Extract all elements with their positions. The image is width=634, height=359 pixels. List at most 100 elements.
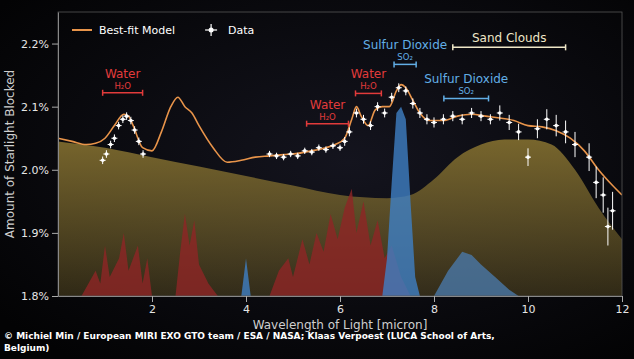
y-tick-label: 2.2% [21, 38, 49, 51]
y-tick: 2.2% [21, 38, 58, 51]
x-axis: 2 4 6 8 10 12 [59, 296, 630, 316]
annotation-cap [306, 121, 308, 127]
annotation-label: Sand Clouds [472, 31, 547, 45]
data-point [343, 140, 347, 144]
data-point [317, 146, 321, 150]
y-axis-line [58, 13, 59, 297]
x-tick: 4 [243, 296, 250, 316]
data-point [129, 119, 133, 123]
x-tick-label: 4 [243, 303, 250, 316]
data-point [310, 150, 314, 154]
data-point [517, 130, 521, 134]
annotation-bracket [356, 93, 382, 95]
plot-area [58, 83, 622, 296]
y-tick-mark [52, 44, 58, 45]
data-point [526, 155, 530, 159]
data-point [554, 124, 558, 128]
data-point [451, 114, 455, 118]
annotation-bracket [453, 47, 566, 49]
data-point [121, 117, 125, 121]
data-point [442, 117, 446, 121]
credit: © Michiel Min / European MIRI EXO GTO te… [4, 331, 495, 353]
data-point [268, 152, 272, 156]
data-point [489, 117, 493, 121]
data-point [411, 102, 415, 106]
data-point [587, 155, 591, 159]
data-point [611, 209, 615, 213]
annotation-bracket [444, 98, 489, 100]
data-point [137, 140, 141, 144]
chart-svg: 1.8%1.9%2.0%2.1%2.2%24681012Wavelength o… [0, 0, 634, 359]
y-axis: 1.8%1.9%2.0%2.1%2.2% [21, 13, 58, 304]
x-tick-label: 12 [616, 303, 630, 316]
annotations: H₂OWaterH₂OWaterH₂OWaterSO₂Sulfur Dioxid… [103, 31, 566, 126]
x-tick-label: 6 [337, 303, 344, 316]
x-tick-mark [622, 296, 623, 302]
data-point [404, 89, 408, 93]
data-point [418, 111, 422, 115]
data-point [432, 121, 436, 125]
x-tick: 8 [431, 296, 438, 316]
background [0, 0, 634, 359]
data-point [601, 193, 605, 197]
data-point [507, 121, 511, 125]
credit-line: © Michiel Min / European MIRI EXO GTO te… [4, 331, 495, 341]
y-tick-label: 2.0% [21, 164, 49, 177]
data-point [498, 111, 502, 115]
y-tick: 1.9% [21, 227, 58, 240]
data-point [117, 124, 121, 128]
annotation-cap [565, 44, 567, 50]
x-tick-mark [340, 296, 341, 302]
x-tick-mark [528, 296, 529, 302]
data-point [362, 117, 366, 121]
data-point [105, 152, 109, 156]
data-point [470, 111, 474, 115]
y-tick: 2.0% [21, 164, 58, 177]
data-points [100, 83, 616, 245]
data-point [376, 105, 380, 109]
annotation-label: Water [105, 67, 141, 81]
annotation-label: Water [310, 98, 346, 112]
data-point [101, 159, 105, 163]
legend-item: Data [205, 24, 254, 37]
x-tick: 12 [616, 296, 630, 316]
plot-frame [58, 12, 622, 296]
data-point [545, 117, 549, 121]
data-point [606, 225, 610, 229]
legend-label: Data [228, 24, 254, 37]
data-point [564, 130, 568, 134]
annotation-formula: SO₂ [458, 86, 474, 96]
legend-label: Best-fit Model [99, 24, 175, 37]
x-tick: 10 [522, 296, 536, 316]
data-point [355, 111, 359, 115]
annotation-cap [355, 90, 357, 96]
annotation-label: Sulfur Dioxide [363, 38, 447, 52]
area-series [382, 107, 420, 296]
legend: Best-fit Model Data [72, 24, 254, 37]
annotation-cap [381, 90, 383, 96]
annotation-formula: SO₂ [397, 52, 413, 62]
data-point [369, 124, 373, 128]
data-point [109, 143, 113, 147]
data-point [348, 130, 352, 134]
annotation-label: Sulfur Dioxide [424, 72, 508, 86]
data-point [303, 149, 307, 153]
chart-container: 1.8%1.9%2.0%2.1%2.2%24681012Wavelength o… [0, 0, 634, 359]
area-series [241, 258, 250, 296]
data-point [289, 152, 293, 156]
x-tick: 2 [149, 296, 156, 316]
data-point [133, 128, 137, 132]
data-point [282, 155, 286, 159]
annotation-cap [415, 61, 417, 67]
x-tick-mark [434, 296, 435, 302]
data-point [425, 117, 429, 121]
y-tick-mark [52, 296, 58, 297]
data-point [536, 127, 540, 131]
annotation-formula: H₂O [360, 81, 377, 91]
x-tick-label: 8 [431, 303, 438, 316]
annotation-cap [348, 121, 350, 127]
data-point [397, 86, 401, 90]
credit-line: Belgium) [4, 343, 49, 353]
data-point [479, 114, 483, 118]
x-tick: 6 [337, 296, 344, 316]
